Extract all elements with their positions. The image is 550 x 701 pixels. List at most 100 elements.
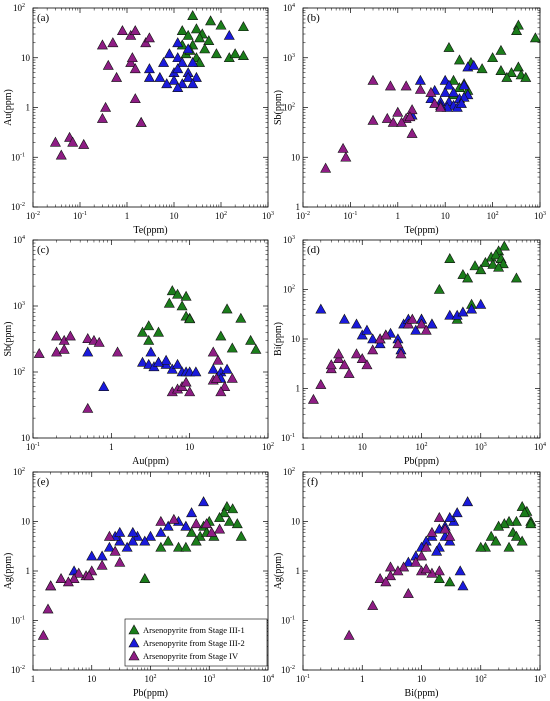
x-tick-label: 103 bbox=[534, 211, 546, 221]
data-point-stage-IV bbox=[340, 151, 352, 162]
y-tick-label: 102 bbox=[283, 467, 295, 477]
data-point-stage-III-1 bbox=[444, 253, 456, 263]
data-point-stage-III-1 bbox=[487, 52, 499, 63]
x-tick-label: 102 bbox=[262, 442, 274, 452]
data-point-stage-III-2 bbox=[444, 309, 456, 320]
y-tick-label: 1 bbox=[26, 103, 31, 113]
data-point-stage-III-1 bbox=[487, 258, 499, 269]
data-point-stage-IV bbox=[180, 376, 192, 387]
x-tick-label: 10-1 bbox=[73, 211, 87, 221]
data-point-stage-III-2 bbox=[182, 43, 194, 54]
data-point-stage-IV bbox=[350, 348, 363, 359]
y-tick-label: 10 bbox=[21, 53, 31, 63]
data-point-stage-III-2 bbox=[457, 306, 469, 317]
panel-label: (b) bbox=[307, 12, 320, 24]
data-point-stage-III-1 bbox=[231, 518, 243, 529]
data-point-stage-III-2 bbox=[443, 79, 455, 90]
y-tick-label: 104 bbox=[283, 3, 295, 13]
data-point-stage-III-2 bbox=[114, 526, 126, 537]
data-point-stage-III-1 bbox=[235, 530, 247, 541]
legend-marker bbox=[128, 650, 140, 661]
x-tick-label: 10 bbox=[358, 442, 368, 452]
data-point-stage-IV bbox=[102, 59, 114, 70]
data-point-stage-IV bbox=[82, 333, 94, 343]
x-axis-label: Te(ppm) bbox=[404, 225, 438, 236]
data-point-stage-IV bbox=[406, 127, 418, 138]
plot-frame bbox=[302, 239, 541, 439]
data-point-stage-IV bbox=[55, 573, 67, 583]
data-point-stage-III-2 bbox=[172, 63, 184, 74]
data-point-stage-III-2 bbox=[176, 78, 188, 89]
data-point-stage-IV bbox=[125, 56, 137, 67]
data-point-stage-IV bbox=[116, 25, 128, 35]
data-point-stage-III-2 bbox=[103, 541, 115, 552]
data-point-stage-IV bbox=[415, 550, 428, 561]
x-tick-label: 1 bbox=[360, 674, 365, 684]
data-point-stage-IV bbox=[93, 336, 105, 347]
y-tick-label: 10 bbox=[21, 517, 31, 527]
data-point-stage-III-1 bbox=[510, 272, 522, 283]
data-point-stage-IV bbox=[392, 338, 404, 349]
data-point-stage-IV bbox=[320, 162, 332, 173]
data-point-stage-IV bbox=[201, 518, 213, 529]
data-point-stage-IV bbox=[103, 530, 115, 541]
data-point-stage-IV bbox=[42, 603, 54, 614]
data-point-stage-IV bbox=[33, 347, 45, 358]
data-point-stage-IV bbox=[96, 112, 108, 123]
y-tick-label: 103 bbox=[283, 53, 295, 63]
data-point-stage-III-1 bbox=[495, 65, 507, 75]
x-tick-label: 1 bbox=[125, 211, 130, 221]
data-point-stage-IV bbox=[414, 83, 426, 94]
data-point-stage-III-1 bbox=[490, 249, 502, 260]
data-point-stage-IV bbox=[212, 354, 224, 365]
data-point-stage-III-2 bbox=[127, 526, 139, 537]
data-point-stage-IV bbox=[429, 97, 441, 108]
data-point-stage-III-1 bbox=[163, 297, 175, 308]
y-tick-label: 102 bbox=[13, 467, 25, 477]
data-point-stage-III-2 bbox=[207, 363, 219, 374]
data-point-stage-IV bbox=[367, 74, 379, 85]
data-point-stage-IV bbox=[396, 116, 408, 127]
y-tick-label: 10 bbox=[291, 334, 301, 344]
data-point-stage-IV bbox=[433, 565, 445, 576]
data-point-stage-IV bbox=[439, 523, 451, 534]
data-point-stage-III-1 bbox=[190, 535, 202, 546]
data-point-stage-IV bbox=[425, 86, 437, 97]
y-tick-label: 10-1 bbox=[11, 616, 25, 626]
data-point-stage-IV bbox=[215, 386, 227, 397]
data-point-stage-III-1 bbox=[462, 272, 474, 283]
data-point-stage-III-2 bbox=[161, 78, 173, 89]
data-point-stage-III-2 bbox=[82, 346, 94, 357]
data-point-stage-IV bbox=[129, 25, 141, 35]
data-point-stage-III-2 bbox=[143, 71, 155, 82]
data-point-stage-III-2 bbox=[182, 71, 194, 82]
y-tick-label: 10-1 bbox=[281, 616, 295, 626]
data-point-stage-IV bbox=[206, 526, 218, 537]
data-point-stage-III-2 bbox=[221, 363, 233, 374]
data-point-stage-III-1 bbox=[143, 320, 155, 331]
data-point-stage-IV bbox=[444, 530, 456, 541]
data-point-stage-IV bbox=[343, 367, 355, 378]
data-point-stage-IV bbox=[433, 511, 445, 522]
legend-marker bbox=[128, 637, 140, 648]
data-point-stage-III-2 bbox=[462, 496, 474, 507]
data-point-stage-III-1 bbox=[245, 334, 257, 345]
data-point-stage-IV bbox=[367, 114, 379, 125]
data-point-stage-III-1 bbox=[139, 573, 151, 583]
data-point-stage-III-2 bbox=[121, 541, 133, 552]
data-point-stage-IV bbox=[404, 111, 416, 122]
legend-box bbox=[124, 618, 268, 667]
data-point-stage-III-2 bbox=[155, 526, 167, 537]
x-tick-label: 10-2 bbox=[296, 211, 310, 221]
x-tick-label: 10-1 bbox=[296, 674, 310, 684]
data-point-stage-III-1 bbox=[490, 535, 502, 546]
legend: Arsenopyrite from Stage III-1 Arsenopyrit… bbox=[124, 618, 268, 667]
data-point-stage-IV bbox=[226, 372, 238, 383]
data-point-stage-IV bbox=[219, 381, 231, 391]
data-point-stage-III-1 bbox=[166, 285, 178, 296]
y-tick-label: 104 bbox=[13, 235, 25, 245]
x-tick-label: 1 bbox=[31, 674, 36, 684]
data-point-stage-IV bbox=[367, 344, 379, 355]
data-point-stage-III-1 bbox=[444, 576, 456, 587]
data-point-stage-III-2 bbox=[466, 303, 478, 314]
